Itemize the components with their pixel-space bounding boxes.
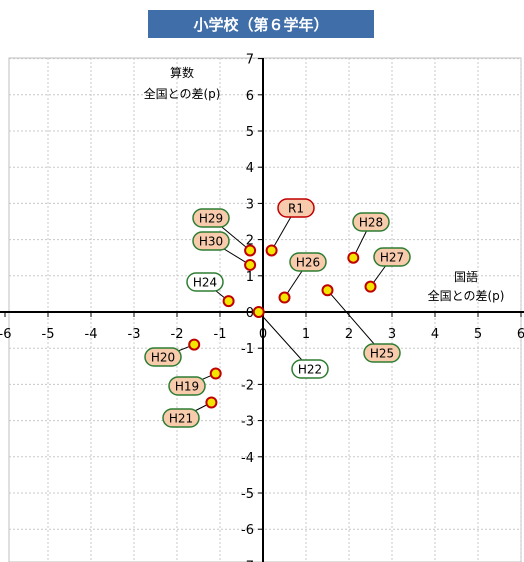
point-label-box (277, 198, 315, 218)
x-tick-label: 1 (302, 327, 310, 342)
y-tick-label: 1 (246, 270, 254, 285)
x-tick-label: 3 (388, 327, 396, 342)
data-point (265, 244, 278, 257)
data-point (222, 295, 235, 308)
point-label: H19 (175, 380, 199, 394)
y-axis-subtitle: 全国との差(p) (144, 86, 221, 101)
point-label-box (363, 343, 401, 363)
y-tick-label: 2 (246, 234, 254, 249)
point-label-box (373, 247, 411, 267)
point-label: H22 (298, 363, 322, 377)
y-tick-label: 4 (246, 161, 254, 176)
y-tick-label: 3 (246, 197, 254, 212)
data-point (209, 367, 222, 380)
data-point (188, 338, 201, 351)
point-label-box (144, 347, 182, 367)
point-label-box (162, 408, 200, 428)
x-tick-label: -5 (42, 327, 55, 342)
data-point (244, 244, 257, 257)
point-label: H27 (380, 251, 404, 265)
y-tick-label: -4 (241, 451, 254, 466)
data-point (321, 284, 334, 297)
data-labels: R1 H29 H30 H28 H27 H26 H24 H25 H22 H20 H19 H21 (144, 198, 411, 428)
gridlines (9, 58, 522, 562)
y-tick-label: 0 (246, 306, 254, 321)
point-label-box (352, 212, 390, 232)
point-label-box (186, 272, 224, 292)
data-points (188, 244, 377, 409)
data-point (364, 280, 377, 293)
x-tick-label: 0 (259, 327, 267, 342)
data-point (252, 306, 265, 318)
y-tick-label: -5 (241, 487, 254, 502)
x-tick-label: -6 (0, 327, 11, 342)
y-tick-label: 6 (246, 89, 254, 104)
point-label: H21 (169, 412, 193, 426)
point-label: H25 (370, 347, 394, 361)
point-label-box (289, 252, 327, 272)
data-point (244, 258, 257, 271)
chart-title: 小学校（第６学年） (148, 10, 374, 38)
y-tick-label: -7 (241, 559, 254, 562)
point-label: R1 (288, 202, 304, 216)
data-point (278, 291, 291, 304)
point-label: H29 (199, 212, 223, 226)
x-axis-title: 国語 (454, 269, 478, 284)
x-tick-label: -2 (171, 327, 184, 342)
data-point (205, 396, 218, 409)
x-axis-subtitle: 全国との差(p) (428, 288, 505, 303)
point-label-box (291, 359, 329, 379)
y-tick-label: 7 (246, 53, 254, 68)
point-label: H20 (151, 351, 175, 365)
plot-area (8, 57, 522, 562)
leader-line (327, 289, 383, 354)
x-tick-label: -1 (214, 327, 227, 342)
point-label-box (192, 231, 230, 251)
point-label: H24 (193, 276, 217, 290)
x-tick-label: -4 (85, 327, 98, 342)
point-label: H30 (199, 235, 223, 249)
point-label: H26 (296, 256, 320, 270)
x-tick-label: 2 (345, 327, 353, 342)
point-label-box (192, 208, 230, 228)
x-tick-label: 4 (431, 327, 439, 342)
data-point (347, 251, 360, 264)
x-tick-label: 6 (517, 327, 524, 342)
y-tick-label: -1 (241, 342, 254, 357)
y-tick-label: -2 (241, 378, 254, 393)
y-tick-label: -6 (241, 523, 254, 538)
x-tick-label: 5 (474, 327, 482, 342)
y-axis-title: 算数 (170, 65, 194, 80)
x-tick-label: -3 (128, 327, 141, 342)
y-tick-label: -3 (241, 415, 254, 430)
point-label: H28 (359, 216, 383, 230)
point-label-box (168, 376, 206, 396)
y-tick-label: 5 (246, 125, 254, 140)
